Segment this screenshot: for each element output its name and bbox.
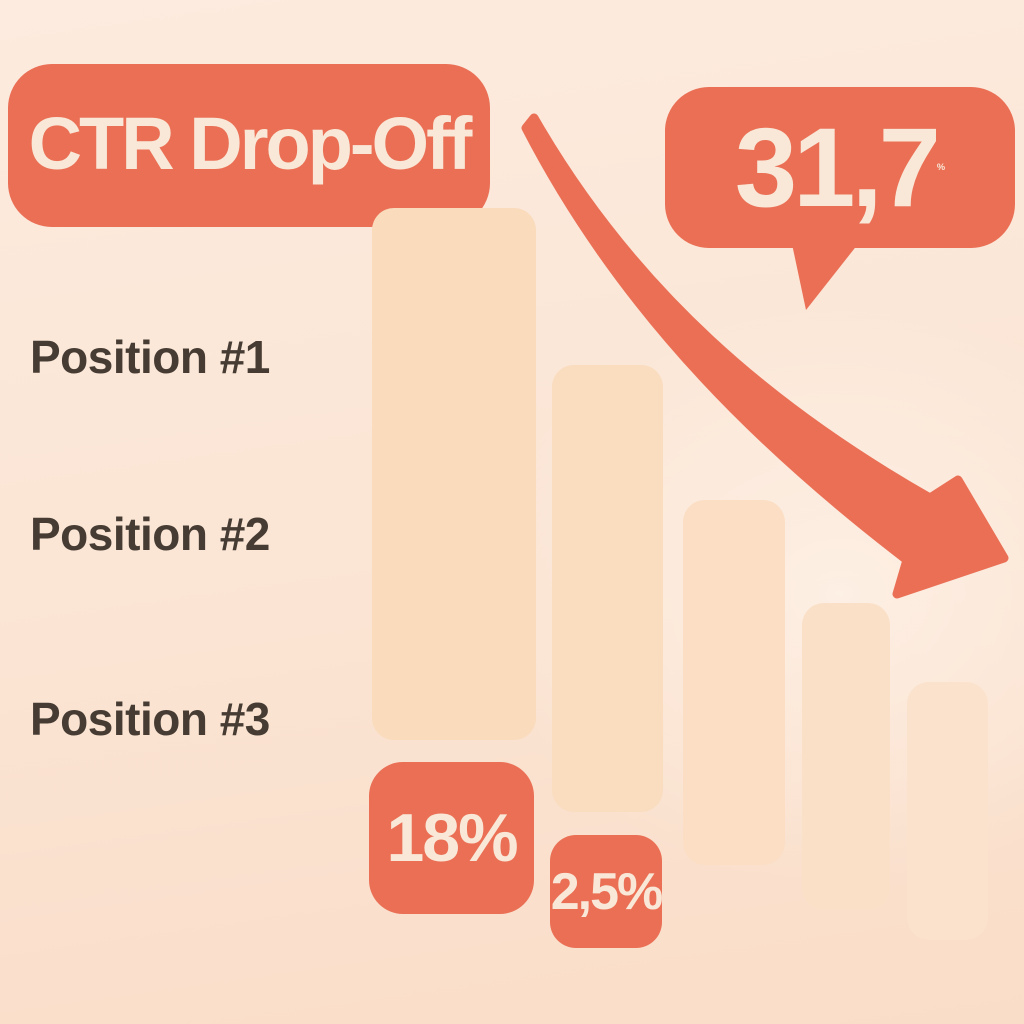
badge-18-percent-sign: % bbox=[458, 800, 518, 876]
ctr-badge-bar-1: 18% bbox=[369, 762, 534, 914]
ctr-badge-bar-2: 2,5% bbox=[550, 835, 663, 948]
ctr-bar-5 bbox=[907, 682, 988, 940]
position-label-3: Position #3 bbox=[30, 693, 270, 745]
callout-percent-sign: % bbox=[936, 161, 946, 172]
badge-25-value: 2,5 bbox=[550, 862, 619, 921]
position-label-2: Position #2 bbox=[30, 508, 270, 560]
page-title: CTR Drop-Off bbox=[28, 101, 473, 185]
callout-value: 31,7 bbox=[734, 104, 941, 230]
badge-18-value: 18 bbox=[386, 800, 460, 876]
badge-25-percent-sign: % bbox=[617, 862, 663, 921]
title-badge: CTR Drop-Off bbox=[8, 64, 490, 227]
ctr-bar-2 bbox=[552, 365, 663, 812]
position-label-1: Position #1 bbox=[30, 331, 270, 383]
ctr-bar-3 bbox=[683, 500, 785, 865]
ctr-bar-1 bbox=[372, 208, 536, 740]
ctr-bar-4 bbox=[802, 603, 890, 910]
callout-bubble: 31,7% bbox=[665, 87, 1015, 248]
